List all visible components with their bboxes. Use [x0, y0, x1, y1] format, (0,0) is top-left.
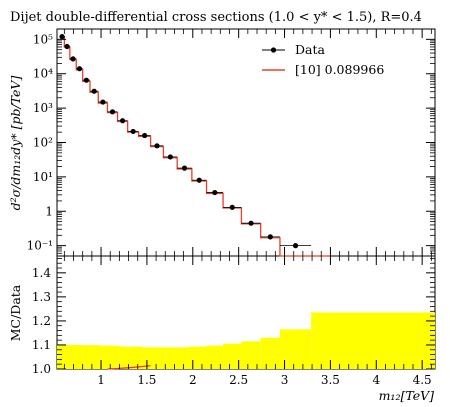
- main-y-tick-label: 10²: [33, 136, 53, 150]
- ratio-band-segment: [142, 347, 166, 369]
- data-point: [130, 128, 136, 135]
- prediction-histogram: [59, 35, 331, 257]
- main-y-tick-label: 10³: [33, 101, 53, 115]
- data-point: [212, 189, 218, 196]
- ratio-y-tick-label: 1.0: [32, 362, 51, 376]
- chart-title: Dijet double-differential cross sections…: [10, 10, 422, 25]
- ratio-y-axis: 1.0 1.1 1.2 1.3 1.4: [32, 258, 435, 376]
- ratio-band-segment: [57, 344, 65, 369]
- ratio-prediction-line: [107, 364, 151, 370]
- ratio-band-segment: [64, 344, 83, 369]
- x-tick-label: 3.5: [321, 373, 340, 387]
- ratio-y-tick-label: 1.3: [32, 290, 51, 304]
- legend-prediction-label: [10] 0.089966: [295, 62, 384, 77]
- data-points: [59, 34, 312, 249]
- ratio-band-segment: [82, 345, 102, 369]
- ratio-band-segment: [260, 337, 280, 369]
- x-tick-label: 4.5: [413, 373, 432, 387]
- main-y-axis: 10⁵ 10⁴ 10³ 10² 10¹ 1 10⁻¹: [27, 28, 435, 257]
- ratio-band-segment: [241, 341, 261, 369]
- ratio-y-tick-label: 1.2: [32, 314, 51, 328]
- ratio-band-segment: [223, 343, 242, 369]
- data-point: [181, 165, 188, 171]
- x-tick-label: 4: [372, 373, 380, 387]
- data-point: [229, 204, 235, 210]
- ratio-x-axis: 1 1.5 2 2.5 3 3.5 4 4.5: [63, 256, 432, 387]
- ratio-y-label: MC/Data: [8, 284, 23, 341]
- data-point: [248, 220, 254, 226]
- ratio-band: [57, 312, 435, 369]
- main-y-tick-label: 10⁵: [33, 32, 53, 46]
- data-point: [119, 118, 126, 124]
- data-point: [196, 177, 202, 183]
- data-point: [292, 243, 299, 249]
- x-tick-label: 1.5: [137, 373, 156, 387]
- data-point: [59, 34, 65, 40]
- data-point: [100, 99, 106, 105]
- data-point: [267, 234, 273, 240]
- x-tick-label: 2.5: [229, 373, 248, 387]
- ratio-y-tick-label: 1.4: [32, 266, 51, 280]
- data-point: [70, 56, 76, 62]
- ratio-line: [107, 364, 151, 370]
- ratio-band-segment: [311, 312, 435, 369]
- prediction-step-line: [59, 35, 331, 257]
- main-y-label: d²σ/dm₁₂dy* [pb/TeV]: [8, 76, 23, 211]
- legend: Data [10] 0.089966: [262, 42, 384, 77]
- ratio-band-segment: [279, 329, 312, 369]
- data-point: [83, 77, 89, 83]
- data-point: [142, 132, 148, 139]
- legend-data-marker: [270, 47, 277, 53]
- ratio-band-segment: [165, 347, 189, 369]
- ratio-band-segment: [101, 345, 120, 369]
- data-point: [154, 143, 160, 149]
- x-tick-label: 2: [189, 373, 197, 387]
- main-y-tick-label: 10¹: [33, 170, 53, 184]
- x-tick-label: 3: [281, 373, 289, 387]
- main-y-tick-label: 1: [45, 204, 53, 218]
- x-axis-label: m₁₂[TeV]: [379, 388, 435, 403]
- ratio-y-tick-label: 1.1: [32, 338, 51, 352]
- x-tick-label: 1: [97, 373, 105, 387]
- ratio-band-segment: [119, 346, 143, 369]
- ratio-band-segment: [188, 346, 207, 369]
- data-point: [109, 109, 116, 115]
- data-point: [91, 88, 97, 94]
- main-y-tick-label: 10⁻¹: [27, 239, 53, 253]
- data-point: [76, 66, 83, 72]
- ratio-band-segment: [206, 345, 224, 369]
- main-x-ticks: [63, 29, 432, 256]
- legend-data-label: Data: [295, 42, 325, 57]
- data-point: [167, 154, 173, 160]
- main-y-tick-label: 10⁴: [33, 67, 53, 81]
- data-point: [64, 43, 70, 50]
